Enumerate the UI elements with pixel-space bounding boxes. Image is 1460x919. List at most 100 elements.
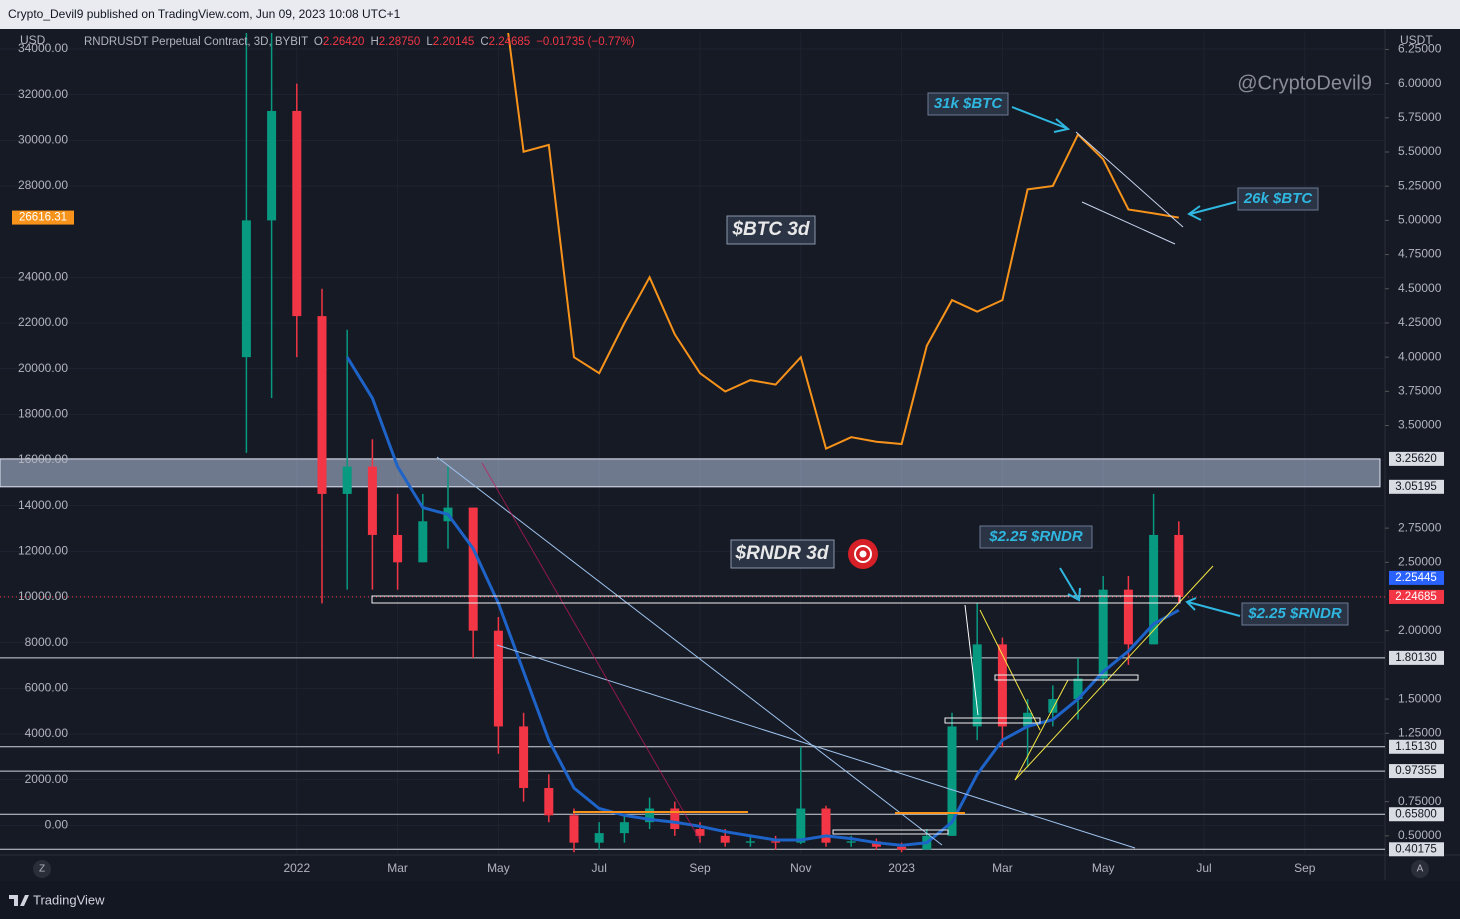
btc-price-bg [12,210,74,225]
ohlc-key: C [480,36,488,48]
x-tick-label: Sep [689,861,711,875]
annotation: $RNDR 3d [735,543,829,564]
y2-tick-label: 2.50000 [1398,554,1442,568]
candle-body [1123,589,1133,645]
price-label-bg [1389,570,1444,585]
candle-body [947,726,957,836]
button-label[interactable]: Z [39,864,45,875]
y2-tick-label: 2.00000 [1398,623,1442,637]
x-tick-label: Mar [387,861,408,875]
trendline [481,462,701,841]
candle-body [292,110,302,317]
y-tick-label: 20000.00 [18,361,68,375]
candle-body [317,316,327,494]
y2-tick-label: 3.50000 [1398,418,1442,432]
annotation: 31k $BTC [934,95,1004,112]
level-label: 0.97355 [1395,765,1437,777]
trendline [964,604,979,716]
y2-tick-label: 4.25000 [1398,315,1442,329]
candle-body [594,833,604,843]
button-label[interactable]: A [1417,864,1424,875]
level-label-bg [1389,479,1444,494]
watermark: @CryptoDevil9 [1237,72,1372,94]
x-tick-label: Nov [790,861,811,875]
candle-body [645,808,655,823]
record-icon [854,545,872,563]
level-label: 0.40175 [1395,843,1437,855]
last-price-bg [1389,589,1444,604]
annotation-box [726,215,816,245]
arrows [1011,106,1241,617]
candle-body [267,110,277,221]
candle-body [846,841,856,843]
candle-body [997,644,1007,727]
x-tick-label: Jul [592,861,607,875]
symbol: RNDRUSDT Perpetual Contract, 3D, BYBIT [84,36,308,48]
y2-tick-label: 0.50000 [1398,828,1442,842]
x-tick-label: May [487,861,510,875]
btc-price-label: 26616.31 [19,212,67,224]
y2-tick-label: 3.75000 [1398,384,1442,398]
zone-box [832,829,949,835]
level-label-bg [1389,650,1444,665]
channel [1081,201,1176,245]
y2-tick-label: 0.75000 [1398,794,1442,808]
level-label-bg [1389,842,1444,857]
level-label-bg [1389,807,1444,822]
y2-tick-label: 1.25000 [1398,725,1442,739]
level-label: 1.80130 [1395,652,1437,664]
last-price-label: 2.24685 [1395,591,1437,603]
trendline [496,644,1136,849]
ohlc-key: O [314,36,323,48]
candle-body [1073,678,1083,700]
y-tick-label: 34000.00 [18,41,68,55]
annotation-box [979,525,1093,549]
y-tick-label: 8000.00 [25,635,69,649]
candle-body [418,521,428,563]
y2-tick-label: 4.00000 [1398,349,1442,363]
level-label: 3.25620 [1395,453,1437,465]
y-tick-label: 2000.00 [25,772,69,786]
trendline [979,609,1041,731]
ohlc-value: 2.28750 [379,36,421,48]
brand: TradingView [33,892,105,907]
annotation: $2.25 $RNDR [988,528,1083,545]
level-label: 0.65800 [1395,808,1437,820]
annotation-box [1237,187,1319,211]
level-label-bg [1389,451,1444,466]
candle-body [720,835,730,843]
candle-body [619,822,629,834]
logo [9,895,29,906]
x-tick-label: May [1092,861,1115,875]
right-unit: USDT [1400,33,1433,47]
ohlc-value: 2.24685 [489,36,531,48]
candle-body [670,808,680,830]
annotation: $2.25 $RNDR [1247,605,1342,622]
publish-text: Crypto_Devil9 published on TradingView.c… [8,7,401,21]
button[interactable] [33,860,51,878]
arrow [1187,201,1237,221]
plot [0,33,1385,855]
zone-box [371,595,1181,604]
level-label-bg [1389,764,1444,779]
arrow [1059,567,1081,602]
x-tick-label: Jul [1196,861,1211,875]
button[interactable] [1411,860,1429,878]
record-icon [859,550,867,558]
candle-body [695,829,705,836]
y2-tick-label: 2.75000 [1398,520,1442,534]
x-tick-label: 2023 [888,861,915,875]
level-label: 1.15130 [1395,741,1437,753]
candle-body [796,808,806,843]
level-label: 3.05195 [1395,481,1437,493]
y2-tick-label: 1.50000 [1398,691,1442,705]
line-series [507,33,1179,450]
candle-body [342,466,352,494]
resistance-zone [0,458,1381,488]
footer [0,881,1460,919]
y2-tick-label: 5.00000 [1398,213,1442,227]
y-tick-label: 6000.00 [25,680,69,694]
candle-body [493,630,503,727]
zone-box [994,674,1139,681]
ohlc-key: L [426,36,433,48]
